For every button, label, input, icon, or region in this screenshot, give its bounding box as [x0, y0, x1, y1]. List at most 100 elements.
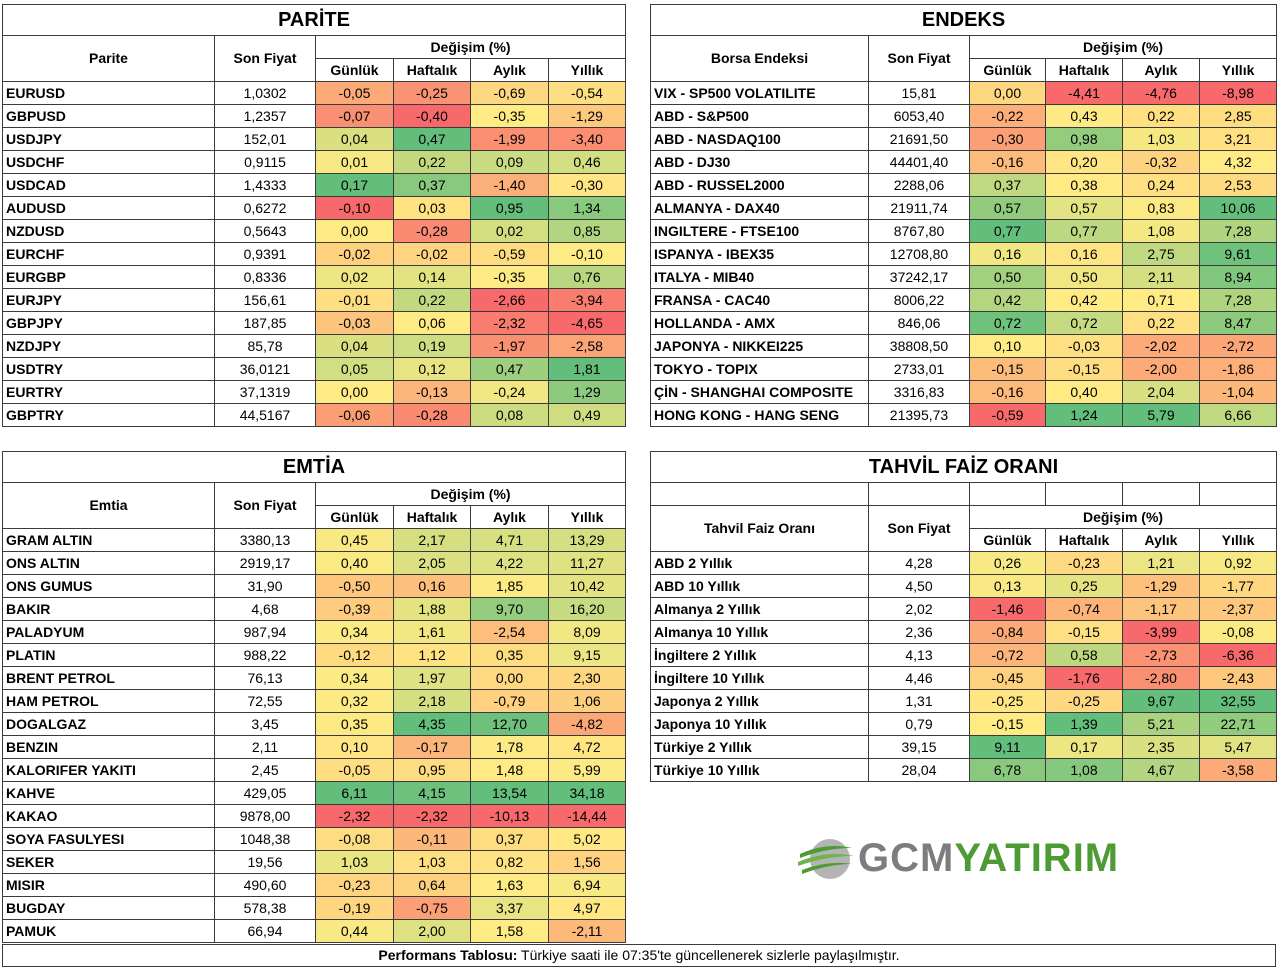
row-price: 0,9115 — [214, 150, 316, 174]
change-yearly: 5,99 — [547, 758, 627, 782]
change-monthly: 12,70 — [470, 712, 549, 736]
change-weekly: 1,97 — [393, 666, 471, 690]
row-name: JAPONYA - NIKKEI225 — [650, 334, 869, 358]
row-name: KAKAO — [2, 804, 215, 828]
row-price: 4,46 — [868, 666, 970, 690]
table-row: VIX - SP500 VOLATILITE 15,81 0,00 -4,41 -4,7… — [650, 81, 1278, 105]
row-price: 21691,50 — [868, 127, 970, 151]
change-weekly: 2,05 — [393, 551, 471, 575]
change-weekly: -0,13 — [393, 380, 471, 404]
parite-name-header: Parite — [2, 35, 215, 82]
change-yearly: 2,85 — [1198, 104, 1278, 128]
row-name: BRENT PETROL — [2, 666, 215, 690]
change-yearly: 11,27 — [547, 551, 627, 575]
change-yearly: 22,71 — [1198, 712, 1278, 736]
change-yearly: 6,94 — [547, 873, 627, 897]
change-daily: 1,03 — [315, 850, 394, 874]
table-row: Türkiye 10 Yıllık 28,04 6,78 1,08 4,67 -3,58 — [650, 758, 1278, 782]
table-row: HONG KONG - HANG SENG 21395,73 -0,59 1,24 5,… — [650, 403, 1278, 427]
table-row: ISPANYA - IBEX35 12708,80 0,16 0,16 2,75 9,61 — [650, 242, 1278, 266]
table-row: Türkiye 2 Yıllık 39,15 9,11 0,17 2,35 5,47 — [650, 735, 1278, 759]
change-monthly: -4,76 — [1122, 81, 1200, 105]
row-price: 2288,06 — [868, 173, 970, 197]
table-row: ABD 10 Yıllık 4,50 0,13 0,25 -1,29 -1,77 — [650, 574, 1278, 598]
change-monthly: 1,21 — [1122, 551, 1200, 575]
tahvil-blank-cell — [1045, 482, 1123, 506]
table-row: JAPONYA - NIKKEI225 38808,50 0,10 -0,03 -2,0… — [650, 334, 1278, 358]
change-weekly: 0,43 — [1045, 104, 1123, 128]
row-name: USDCHF — [2, 150, 215, 174]
change-yearly: -0,54 — [547, 81, 627, 105]
row-price: 38808,50 — [868, 334, 970, 358]
footer-label: Performans Tablosu: — [378, 947, 518, 963]
change-daily: 0,00 — [315, 380, 394, 404]
change-yearly: -2,72 — [1198, 334, 1278, 358]
change-monthly: 0,22 — [1122, 311, 1200, 335]
change-yearly: 0,46 — [547, 150, 627, 174]
row-price: 2,11 — [214, 735, 316, 759]
table-row: EURTRY 37,1319 0,00 -0,13 -0,24 1,29 — [2, 380, 627, 404]
change-daily: 0,02 — [315, 265, 394, 289]
row-name: MISIR — [2, 873, 215, 897]
table-row: ABD - S&P500 6053,40 -0,22 0,43 0,22 2,85 — [650, 104, 1278, 128]
change-daily: 0,77 — [969, 219, 1046, 243]
table-row: FRANSA - CAC40 8006,22 0,42 0,42 0,71 7,28 — [650, 288, 1278, 312]
change-weekly: 0,57 — [1045, 196, 1123, 220]
change-monthly: 0,24 — [1122, 173, 1200, 197]
endeks-yearly-header: Yıllık — [1198, 58, 1278, 82]
change-monthly: -1,17 — [1122, 597, 1200, 621]
change-weekly: 1,24 — [1045, 403, 1123, 427]
change-yearly: 1,81 — [547, 357, 627, 381]
change-weekly: -0,15 — [1045, 620, 1123, 644]
change-weekly: -0,23 — [1045, 551, 1123, 575]
table-row: KAHVE 429,05 6,11 4,15 13,54 34,18 — [2, 781, 627, 805]
row-price: 2,45 — [214, 758, 316, 782]
change-monthly: -0,35 — [470, 104, 549, 128]
endeks-rows: VIX - SP500 VOLATILITE 15,81 0,00 -4,41 -4,7… — [650, 81, 1278, 427]
change-weekly: 0,22 — [393, 288, 471, 312]
emtia-name-header: Emtia — [2, 482, 215, 529]
change-daily: -2,32 — [315, 804, 394, 828]
logo-text: GCMYATIRIM — [858, 832, 1119, 884]
change-daily: -0,39 — [315, 597, 394, 621]
row-name: BENZIN — [2, 735, 215, 759]
change-monthly: 0,22 — [1122, 104, 1200, 128]
table-row: KALORIFER YAKITI 2,45 -0,05 0,95 1,48 5,99 — [2, 758, 627, 782]
table-row: EURUSD 1,0302 -0,05 -0,25 -0,69 -0,54 — [2, 81, 627, 105]
row-price: 156,61 — [214, 288, 316, 312]
row-name: SEKER — [2, 850, 215, 874]
change-weekly: 1,61 — [393, 620, 471, 644]
change-daily: -0,59 — [969, 403, 1046, 427]
row-name: ABD - NASDAQ100 — [650, 127, 869, 151]
row-price: 988,22 — [214, 643, 316, 667]
endeks-table: ENDEKS Borsa Endeksi Son Fiyat Değişim (… — [649, 4, 1278, 427]
parite-table: PARİTE Parite Son Fiyat Değişim (%) Günl… — [1, 4, 627, 427]
table-row: Almanya 2 Yıllık 2,02 -1,46 -0,74 -1,17 -2,37 — [650, 597, 1278, 621]
change-daily: 0,34 — [315, 666, 394, 690]
footer-note: Performans Tablosu: Türkiye saati ile 07… — [2, 944, 1276, 967]
gcm-logo: GCMYATIRIM — [796, 828, 1119, 890]
row-price: 21911,74 — [868, 196, 970, 220]
table-row: INGILTERE - FTSE100 8767,80 0,77 0,77 1,08 7,… — [650, 219, 1278, 243]
tahvil-price-header: Son Fiyat — [868, 505, 970, 552]
change-daily: 6,11 — [315, 781, 394, 805]
change-monthly: 1,08 — [1122, 219, 1200, 243]
parite-change-header: Değişim (%) — [314, 35, 627, 59]
logo-gcm: GCM — [858, 836, 955, 880]
row-price: 1048,38 — [214, 827, 316, 851]
change-daily: 0,26 — [969, 551, 1046, 575]
table-row: Japonya 10 Yıllık 0,79 -0,15 1,39 5,21 22,71 — [650, 712, 1278, 736]
change-yearly: 8,94 — [1198, 265, 1278, 289]
change-daily: -0,06 — [315, 403, 394, 427]
change-monthly: -2,32 — [470, 311, 549, 335]
change-yearly: 4,32 — [1198, 150, 1278, 174]
change-weekly: -0,28 — [393, 403, 471, 427]
emtia-price-header: Son Fiyat — [214, 482, 316, 529]
change-monthly: -0,59 — [470, 242, 549, 266]
row-name: VIX - SP500 VOLATILITE — [650, 81, 869, 105]
emtia-table: EMTİA Emtia Son Fiyat Değişim (%) Günlük… — [1, 451, 627, 943]
change-monthly: 9,67 — [1122, 689, 1200, 713]
change-daily: -0,05 — [315, 81, 394, 105]
change-monthly: 0,82 — [470, 850, 549, 874]
emtia-weekly-header: Haftalık — [393, 505, 471, 529]
